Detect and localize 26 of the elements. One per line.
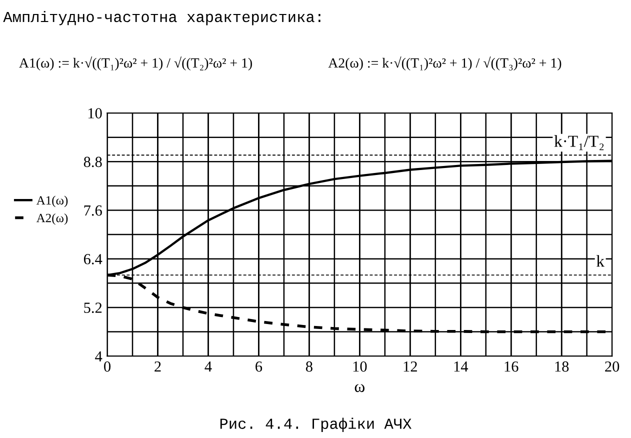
x-tick-label: 0 [104, 361, 111, 372]
y-tick-label: 5.2 [84, 302, 102, 313]
y-tick-label: 8.8 [84, 156, 102, 168]
y-tick-label: 4 [95, 351, 102, 362]
y-tick-label: 10 [88, 108, 102, 118]
x-tick-label: 4 [204, 362, 212, 372]
x-tick-label: 8 [306, 361, 312, 372]
x-tick-label: 12 [404, 361, 417, 372]
text: Рис. 4.4. Графіки АЧХ [220, 418, 412, 432]
ref-line-label: k·T₁/T₂ [554, 135, 604, 150]
text: A1(ω) := k·√((T₁)²ω² + 1) / √((T₂)²ω² + 1) [19, 56, 252, 70]
x-tick-label: 14 [454, 361, 468, 372]
legend-label: A1(ω) [36, 196, 68, 208]
x-tick-label: 16 [504, 361, 518, 372]
x-tick-label: 6 [256, 361, 262, 372]
ref-line-label: k [596, 255, 604, 267]
x-tick-label: 18 [555, 361, 569, 372]
text: A2(ω) := k·√((T₁)²ω² + 1) / √((T₃)²ω² + 1) [328, 56, 562, 70]
x-axis-title: ω [354, 384, 365, 392]
x-tick-label: 20 [605, 361, 620, 372]
x-tick-label: 2 [154, 361, 161, 372]
chart-title: Амплітудно-частотна характеристика: [3, 10, 320, 26]
legend-label: A2(ω) [36, 213, 68, 225]
y-tick-label: 6.4 [84, 254, 102, 264]
x-tick-label: 10 [353, 361, 367, 372]
y-tick-label: 7.6 [84, 205, 102, 216]
